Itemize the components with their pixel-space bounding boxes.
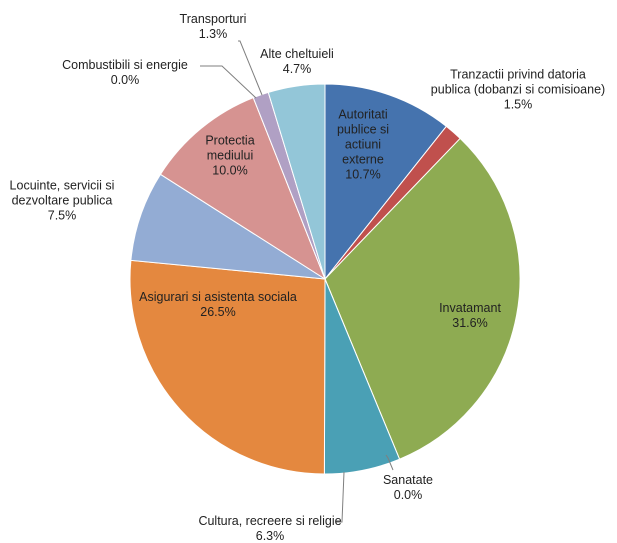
data-label: Sanatate 0.0% bbox=[373, 473, 443, 503]
leader-line bbox=[200, 65, 257, 99]
value-label: 1.3% bbox=[198, 27, 228, 41]
pie-slice bbox=[324, 83, 448, 281]
data-label: Cultura, recreere si religie 6.3% bbox=[185, 514, 355, 543]
value-label: 31.6% bbox=[452, 316, 488, 330]
category-label: Cultura, recreere si religie bbox=[198, 514, 342, 528]
value-label: 0.0% bbox=[110, 73, 140, 87]
leader-line bbox=[336, 471, 345, 523]
leader-line bbox=[238, 40, 263, 96]
data-label: Locuinte, servicii si dezvoltare publica… bbox=[0, 179, 127, 224]
category-label: Tranzactii privind datoria publica (doba… bbox=[430, 67, 606, 97]
category-label: Alte cheltuieli bbox=[260, 47, 334, 61]
category-label: Protectia mediului bbox=[205, 133, 255, 163]
pie-slice bbox=[267, 83, 326, 280]
data-label: Invatamant 31.6% bbox=[425, 301, 515, 331]
category-label: Transporturi bbox=[179, 12, 247, 26]
category-label: Sanatate bbox=[382, 473, 434, 487]
value-label: 4.7% bbox=[282, 62, 312, 76]
data-label: Autoritati publice si actiuni externe 10.… bbox=[325, 108, 401, 183]
pie-slice bbox=[129, 259, 326, 475]
value-label: 10.0% bbox=[212, 163, 248, 178]
data-label: Asigurari si asistenta sociala 26.5% bbox=[118, 290, 318, 320]
value-label: 7.5% bbox=[47, 208, 77, 223]
category-label: Locuinte, servicii si dezvoltare publica bbox=[9, 178, 115, 208]
category-label: Autoritati publice si actiuni externe bbox=[336, 107, 390, 167]
data-label: Combustibili si energie 0.0% bbox=[45, 58, 205, 88]
value-label: 6.3% bbox=[255, 529, 285, 543]
value-label: 1.5% bbox=[503, 97, 533, 112]
category-label: Combustibili si energie bbox=[62, 58, 188, 72]
value-label: 10.7% bbox=[345, 167, 381, 182]
pie-slice bbox=[159, 97, 327, 281]
category-label: Asigurari si asistenta sociala bbox=[139, 290, 297, 304]
value-label: 26.5% bbox=[200, 305, 236, 319]
data-label: Protectia mediului 10.0% bbox=[192, 134, 268, 179]
value-label: 0.0% bbox=[393, 488, 423, 502]
data-label: Transporturi 1.3% bbox=[168, 12, 258, 42]
data-label: Tranzactii privind datoria publica (doba… bbox=[431, 68, 606, 113]
data-label: Alte cheltuieli 4.7% bbox=[247, 47, 347, 77]
pie-slice bbox=[324, 137, 521, 460]
leader-line bbox=[385, 454, 394, 471]
category-label: Invatamant bbox=[439, 301, 501, 315]
